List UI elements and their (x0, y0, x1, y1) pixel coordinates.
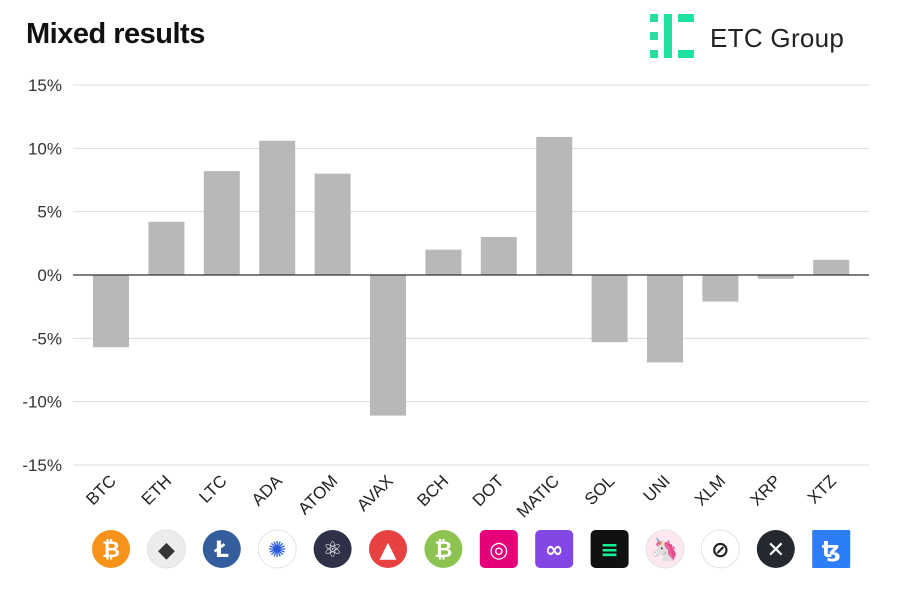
x-tick-label: XRP (746, 471, 784, 509)
y-tick-label: -5% (32, 329, 62, 348)
polygon-icon: ∞ (535, 530, 574, 568)
y-tick-label: 5% (37, 203, 62, 222)
bar-matic (536, 136, 573, 275)
y-tick-label: 0% (37, 266, 62, 285)
bar-bch (425, 249, 462, 275)
bar-sol (591, 275, 628, 343)
brand-name: ETC Group (710, 23, 845, 53)
x-tick-label: BTC (82, 471, 119, 508)
y-tick-label: 15% (28, 76, 62, 95)
svg-text:▲: ▲ (380, 538, 397, 563)
bar-uni (647, 275, 683, 363)
svg-text:Ł: Ł (214, 538, 229, 563)
polkadot-icon: ◎ (479, 530, 518, 568)
x-tick-label: ADA (248, 471, 287, 510)
tezos-icon: ꜩ (812, 530, 851, 568)
bar-avax (370, 275, 406, 416)
svg-text:✺: ✺ (268, 538, 286, 563)
bar-btc (93, 275, 129, 348)
x-tick-label: DOT (469, 471, 508, 510)
x-tick-label: AVAX (353, 471, 397, 515)
cardano-icon: ✺ (257, 529, 297, 569)
x-tick-label: MATIC (513, 471, 563, 521)
bar-ltc (203, 171, 240, 275)
svg-text:◎: ◎ (489, 538, 508, 563)
etc-group-logo: ETC Group (648, 12, 878, 60)
bar-xrp (757, 275, 794, 279)
x-tick-label: XLM (691, 471, 729, 509)
svg-text:🦄: 🦄 (651, 537, 678, 563)
x-tick-label: SOL (581, 471, 618, 508)
cosmos-icon: ⚛ (313, 530, 352, 568)
bar-ada (259, 140, 296, 275)
svg-text:⚛: ⚛ (323, 538, 343, 563)
chart-title: Mixed results (26, 18, 205, 50)
svg-text:₿: ₿ (434, 538, 452, 563)
etc-group-logo-mark (650, 14, 694, 58)
bar-dot (480, 237, 517, 275)
solana-icon: ≡ (590, 530, 629, 568)
svg-text:⊘: ⊘ (711, 538, 729, 563)
x-tick-label: ETH (138, 471, 175, 508)
y-tick-label: -15% (22, 456, 62, 475)
svg-text:₿: ₿ (102, 538, 120, 563)
x-tick-label: ATOM (294, 471, 341, 518)
bar-xtz (813, 259, 850, 275)
uniswap-icon: 🦄 (645, 529, 685, 569)
svg-text:◆: ◆ (158, 538, 175, 563)
xrp-icon: ✕ (756, 530, 795, 568)
bar-atom (314, 173, 351, 275)
svg-text:≡: ≡ (600, 538, 618, 563)
svg-text:∞: ∞ (545, 538, 563, 563)
y-tick-label: 10% (28, 139, 62, 158)
avalanche-icon: ▲ (369, 530, 407, 568)
y-tick-label: -10% (22, 393, 62, 412)
svg-text:✕: ✕ (767, 538, 785, 563)
x-tick-label: UNI (640, 471, 674, 505)
x-tick-label: BCH (413, 471, 452, 510)
ethereum-icon: ◆ (146, 529, 186, 569)
x-tick-label: LTC (195, 471, 230, 506)
bar-xlm (702, 275, 739, 302)
x-tick-label: XTZ (804, 471, 840, 507)
bitcoin-icon: ₿ (92, 530, 130, 568)
bar-eth (148, 221, 185, 275)
stellar-icon: ⊘ (700, 529, 740, 569)
bitcoin-cash-icon: ₿ (424, 530, 463, 568)
litecoin-icon: Ł (202, 530, 241, 568)
svg-text:ꜩ: ꜩ (822, 538, 841, 563)
